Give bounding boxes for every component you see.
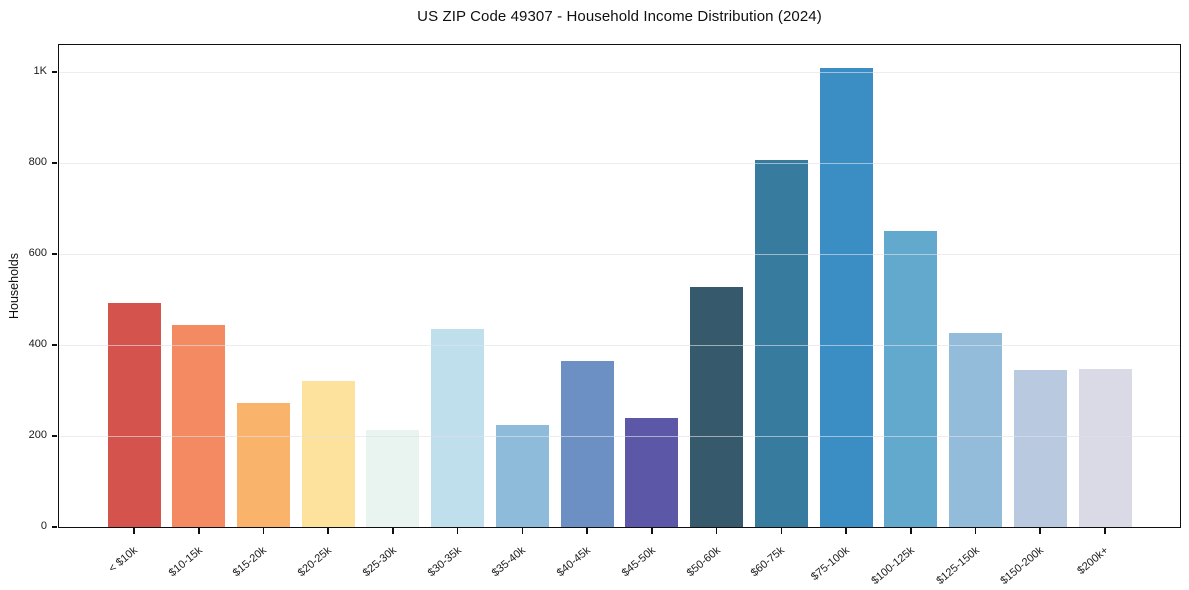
x-tick-mark — [521, 527, 524, 534]
x-tick-mark — [392, 527, 394, 534]
bar — [1078, 368, 1132, 527]
y-axis-label: Households — [7, 252, 21, 320]
x-tick-mark — [845, 527, 847, 534]
bar — [819, 67, 873, 527]
y-tick-mark — [52, 253, 57, 255]
x-tick-label: < $10k — [106, 544, 140, 576]
y-tick-mark — [52, 71, 57, 74]
bar — [690, 287, 744, 527]
bar — [1013, 369, 1067, 527]
x-tick-mark — [586, 527, 588, 534]
bar — [495, 424, 549, 527]
x-tick-mark — [715, 527, 718, 534]
gridline — [59, 435, 1180, 437]
x-tick-mark — [974, 527, 977, 534]
plot-area: 0 200 400 600 800 1K < $10k $10-15k $15-20k $20-2… — [29, 44, 1181, 587]
x-tick-mark — [1039, 527, 1042, 534]
x-tick-mark — [197, 527, 200, 534]
y-tick-label: 800 — [28, 156, 47, 169]
y-tick-mark — [52, 344, 57, 346]
bar — [884, 230, 938, 527]
x-tick-mark — [910, 527, 912, 534]
y-tick-mark — [52, 435, 57, 437]
x-tick-mark — [456, 527, 459, 534]
y-tick-mark — [52, 526, 57, 528]
x-tick-mark — [651, 527, 653, 534]
bar — [107, 303, 161, 527]
y-tick-label: 400 — [28, 338, 47, 351]
gridline — [59, 344, 1180, 346]
chart-title: US ZIP Code 49307 - Household Income Dis… — [417, 8, 822, 25]
bar — [431, 329, 485, 527]
y-tick-label: 600 — [28, 247, 47, 260]
bar — [949, 332, 1003, 527]
bar — [301, 381, 355, 527]
bar — [754, 160, 808, 527]
gridline — [59, 253, 1180, 255]
gridline — [59, 162, 1180, 164]
bar — [172, 324, 226, 527]
x-tick-mark — [327, 527, 329, 534]
gridline — [59, 71, 1180, 73]
x-tick-mark — [133, 527, 135, 534]
y-tick-label: 200 — [28, 429, 47, 442]
x-tick-mark — [780, 527, 783, 534]
bar — [560, 361, 614, 527]
y-tick-mark — [52, 162, 57, 165]
x-tick-mark — [1104, 527, 1106, 534]
x-tick-mark — [262, 527, 265, 534]
bar — [236, 402, 290, 527]
bar — [366, 429, 420, 527]
y-tick-label: 0 — [40, 520, 47, 532]
y-tick-label: 1K — [33, 65, 47, 78]
